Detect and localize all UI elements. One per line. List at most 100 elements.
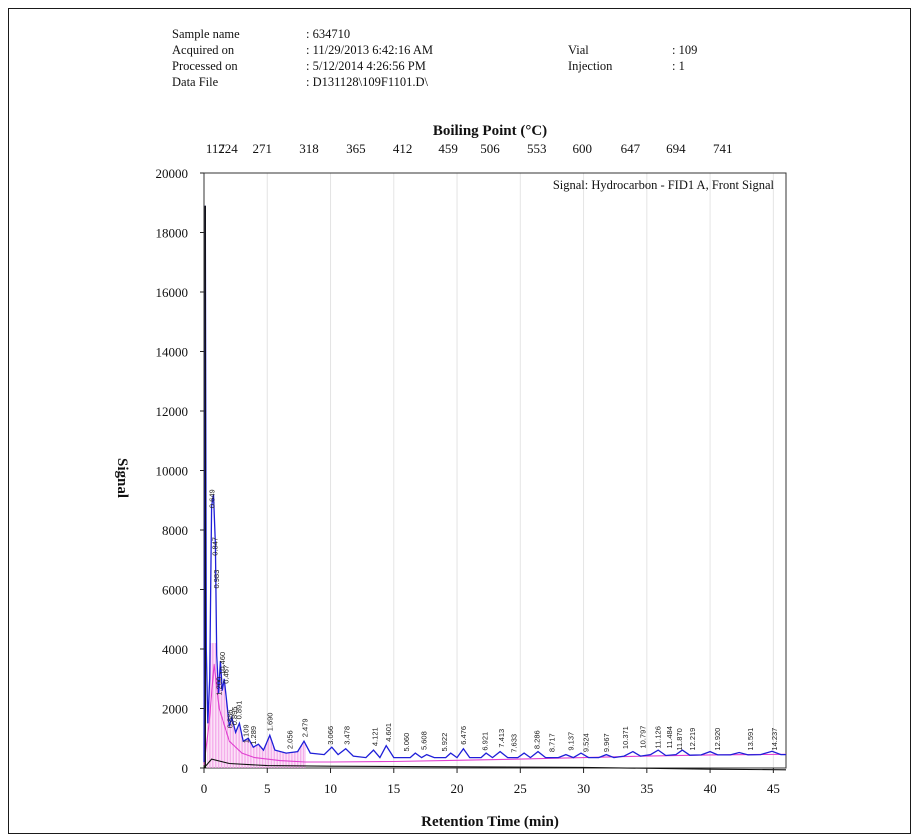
peak-label: 11.870 xyxy=(675,728,684,750)
top-tick-label: 365 xyxy=(346,141,366,156)
peak-label: 3.478 xyxy=(343,726,352,745)
peak-label: 10.797 xyxy=(639,726,648,749)
peak-label: 0.983 xyxy=(212,570,221,589)
y-tick-label: 6000 xyxy=(162,583,188,598)
x-tick-label: 15 xyxy=(387,781,400,796)
peak-label: 4.121 xyxy=(370,727,379,746)
y-tick-label: 10000 xyxy=(156,464,189,479)
x-axis-title: Retention Time (min) xyxy=(421,814,559,830)
top-tick-label: 412 xyxy=(393,141,413,156)
signal-description: Signal: Hydrocarbon - FID1 A, Front Sign… xyxy=(553,178,775,192)
y-tick-label: 0 xyxy=(182,761,189,776)
peak-label: 6.921 xyxy=(480,732,489,751)
peak-label: 0.649 xyxy=(208,489,217,508)
top-tick-label: 600 xyxy=(573,141,593,156)
report-frame xyxy=(8,8,911,834)
top-tick-label: 318 xyxy=(299,141,319,156)
peak-label: 6.476 xyxy=(459,726,468,745)
y-tick-label: 12000 xyxy=(156,404,189,419)
peak-label: 8.286 xyxy=(532,730,541,749)
y-tick-label: 20000 xyxy=(156,166,189,181)
x-tick-label: 35 xyxy=(640,781,653,796)
x-tick-label: 45 xyxy=(767,781,780,796)
injection-label: Injection xyxy=(568,59,613,73)
peak-label: 1.109 xyxy=(241,724,250,743)
top-axis-title: Boiling Point (°C) xyxy=(433,123,547,139)
peak-label: 9.524 xyxy=(582,733,591,752)
peak-label: 7.633 xyxy=(510,734,519,753)
y-axis-title: Signal xyxy=(114,458,130,498)
y-tick-label: 8000 xyxy=(162,523,188,538)
peak-label: 10.371 xyxy=(621,726,630,749)
top-tick-label: 741 xyxy=(713,141,733,156)
acquired-on-label: Acquired on xyxy=(172,43,235,57)
series-line xyxy=(203,205,786,763)
peak-label: 10.460 xyxy=(218,652,227,675)
top-tick-label: 271 xyxy=(252,141,272,156)
peak-label: 5.060 xyxy=(402,733,411,752)
peak-label: 1.200 xyxy=(215,677,224,696)
peak-label: 0.886 xyxy=(225,710,234,729)
sample-name-value: : 634710 xyxy=(306,27,351,41)
peak-label: 4.601 xyxy=(384,723,393,742)
y-tick-label: 18000 xyxy=(156,226,189,241)
top-tick-label: 553 xyxy=(527,141,547,156)
top-tick-label: 647 xyxy=(621,141,641,156)
peak-label: 8.717 xyxy=(547,733,556,752)
peak-label: 1.289 xyxy=(249,726,258,745)
y-tick-label: 4000 xyxy=(162,642,188,657)
acquired-on-value: : 11/29/2013 6:42:16 AM xyxy=(306,43,433,57)
vial-label: Vial xyxy=(568,43,589,57)
y-tick-label: 16000 xyxy=(156,285,189,300)
x-tick-label: 10 xyxy=(324,781,337,796)
top-tick-label: 506 xyxy=(480,141,500,156)
peak-label: 13.591 xyxy=(746,728,755,751)
top-tick-label: 694 xyxy=(666,141,686,156)
y-tick-label: 14000 xyxy=(156,345,189,360)
x-tick-label: 40 xyxy=(704,781,717,796)
peak-label: 9.137 xyxy=(566,732,575,751)
peak-label: 5.922 xyxy=(440,733,449,752)
x-tick-label: 5 xyxy=(264,781,271,796)
processed-on-value: : 5/12/2014 4:26:56 PM xyxy=(306,59,426,73)
peak-label: 2.479 xyxy=(301,718,310,737)
top-tick-label: 224 xyxy=(218,141,238,156)
plot-border xyxy=(203,172,787,769)
peak-label: 3.066 xyxy=(326,726,335,745)
peak-label: 12.920 xyxy=(713,728,722,751)
peak-label: 11.484 xyxy=(665,726,674,748)
x-tick-label: 25 xyxy=(514,781,527,796)
peak-label: 12.219 xyxy=(688,728,697,751)
peak-label: 14.237 xyxy=(770,728,779,751)
peak-label: 0.895 xyxy=(230,707,239,726)
peak-label: 1.690 xyxy=(265,713,274,732)
data-file-label: Data File xyxy=(172,75,219,89)
peak-label: 2.056 xyxy=(286,730,295,749)
x-tick-label: 30 xyxy=(577,781,590,796)
peak-label: 0.467 xyxy=(222,665,231,684)
series-line xyxy=(203,663,787,766)
injection-value: : 1 xyxy=(672,59,685,73)
vial-value: : 109 xyxy=(672,43,698,57)
report-header: Sample name : 634710 Acquired on : 11/29… xyxy=(0,0,920,130)
top-tick-label: 117 xyxy=(206,141,226,156)
grid-layer xyxy=(203,173,774,768)
series-line xyxy=(203,758,787,771)
processed-on-label: Processed on xyxy=(172,59,238,73)
peak-label: 0.847 xyxy=(210,537,219,556)
series-layer xyxy=(203,205,787,771)
peak-label: 0.891 xyxy=(234,701,243,720)
data-file-value: : D131128\109F1101.D\ xyxy=(306,75,428,89)
sample-name-label: Sample name xyxy=(172,27,240,41)
x-tick-label: 0 xyxy=(201,781,208,796)
x-tick-label: 20 xyxy=(451,781,464,796)
y-tick-label: 2000 xyxy=(162,702,188,717)
peak-label: 5.608 xyxy=(420,731,429,750)
axis-layer: 0 5 10 15 20 25 30 35 40 45 0 2000 4000 6000 8000 10000… xyxy=(156,141,780,796)
peak-label: 7.413 xyxy=(497,729,506,748)
top-tick-label: 459 xyxy=(438,141,458,156)
peak-label: 9.967 xyxy=(602,733,611,752)
peak-label: 11.126 xyxy=(654,726,663,748)
